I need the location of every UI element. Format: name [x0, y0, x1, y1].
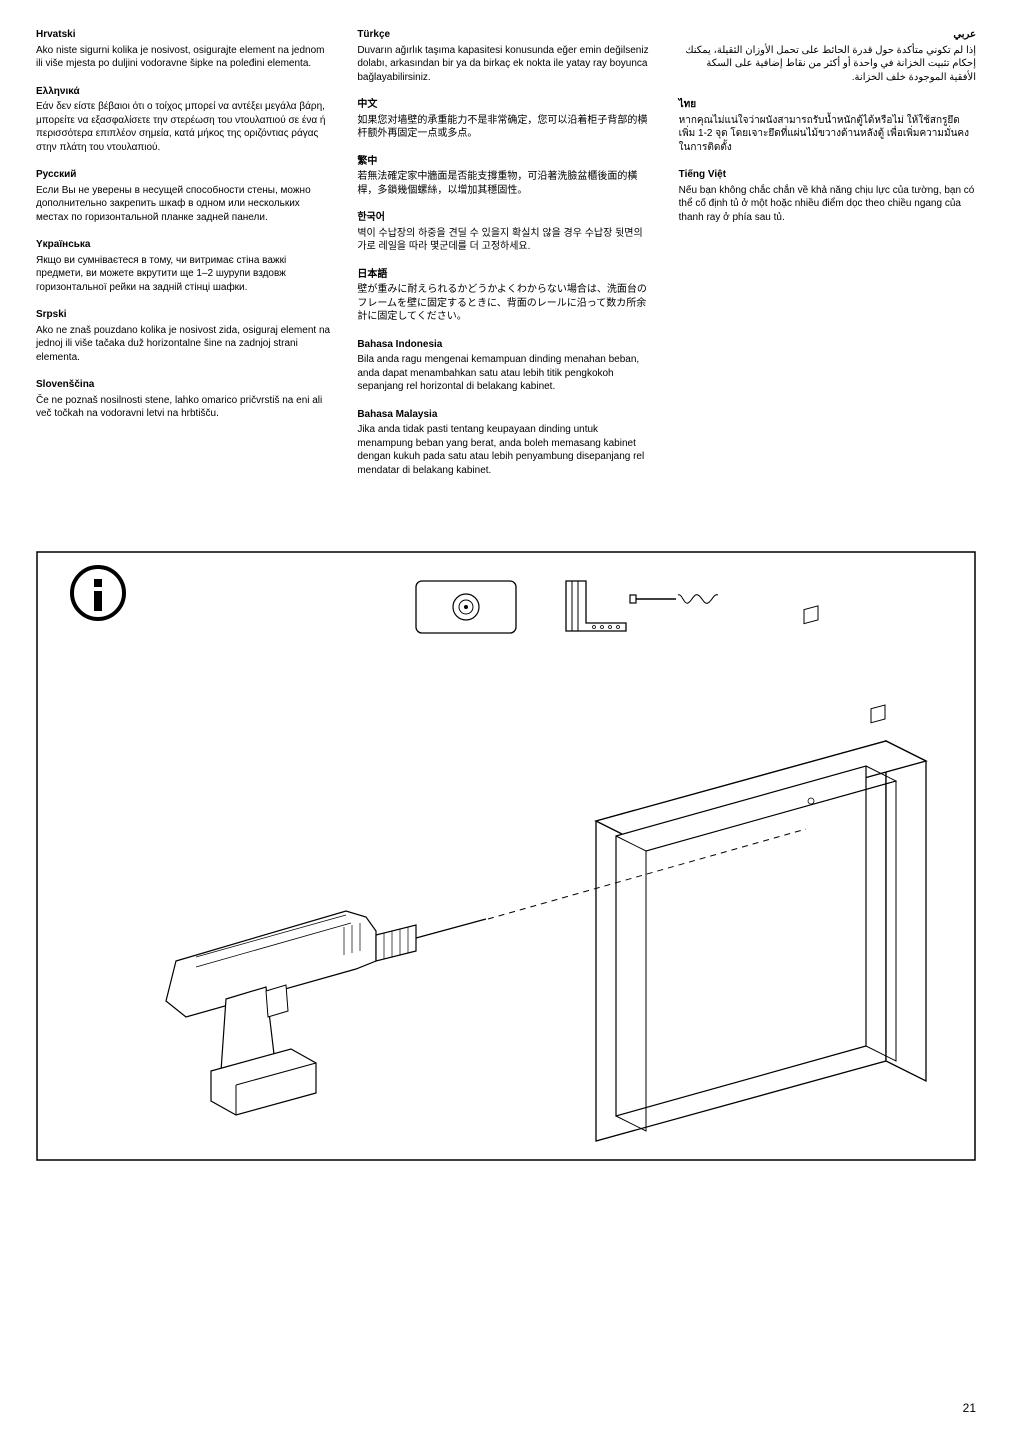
column-3: عربي إذا لم تكوني متأكدة حول قدرة الحائط …	[679, 28, 976, 491]
lang-heading: Türkçe	[357, 28, 654, 42]
page-number: 21	[963, 1400, 976, 1416]
section-Русский: Русский Если Вы не уверены в несущей спос…	[36, 168, 333, 224]
lang-heading: Ελληνικά	[36, 85, 333, 99]
column-1: Hrvatski Ako niste sigurni kolika je nosi…	[36, 28, 333, 491]
lang-heading: Bahasa Indonesia	[357, 338, 654, 352]
lang-heading: 繁中	[357, 155, 654, 169]
lang-heading: ไทย	[679, 98, 976, 112]
lang-heading: Tiếng Việt	[679, 168, 976, 182]
lang-text: 벽이 수납장의 하중을 견딜 수 있을지 확실치 않을 경우 수납장 뒷면의 가…	[357, 227, 654, 254]
section-Tiếng Việt: Tiếng Việt Nếu bạn không chắc chắn về khả…	[679, 168, 976, 224]
lang-heading: 中文	[357, 98, 654, 112]
lang-text: หากคุณไม่แน่ใจว่าผนังสามารถรับน้ำหนักตู้…	[679, 114, 976, 155]
column-2: Türkçe Duvarın ağırlık taşıma kapasitesi …	[357, 28, 654, 491]
lang-text: 若無法確定家中牆面是否能支撐重物，可沿著洗臉盆櫃後面的橫桿，多鎖幾個螺絲，以增加…	[357, 170, 654, 197]
lang-heading: Srpski	[36, 308, 333, 322]
lang-text: Εάν δεν είστε βέβαιοι ότι ο τοίχος μπορε…	[36, 100, 333, 154]
lang-text: Če ne poznaš nosilnosti stene, lahko oma…	[36, 394, 333, 421]
lang-text: Duvarın ağırlık taşıma kapasitesi konusu…	[357, 44, 654, 85]
cabinet-diagram	[36, 551, 976, 1161]
lang-text: Bila anda ragu mengenai kemampuan dindin…	[357, 353, 654, 394]
text-columns: Hrvatski Ako niste sigurni kolika je nosi…	[36, 28, 976, 491]
section-Türkçe: Türkçe Duvarın ağırlık taşıma kapasitesi …	[357, 28, 654, 84]
section-Srpski: Srpski Ako ne znaš pouzdano kolika je nos…	[36, 308, 333, 364]
lang-text: Если Вы не уверены в несущей способности…	[36, 184, 333, 225]
section-Hrvatski: Hrvatski Ako niste sigurni kolika je nosi…	[36, 28, 333, 71]
section-Yкраїнська: Yкраїнська Якщо ви сумніваєтеся в тому, ч…	[36, 238, 333, 294]
section-Slovenščina: Slovenščina Če ne poznaš nosilnosti stene…	[36, 378, 333, 421]
section-Ελληνικά: ΕλληνικάΕάν δεν είστε βέβαιοι ότι ο τοίχ…	[36, 85, 333, 155]
section-Bahasa Indonesia: Bahasa IndonesiaBila anda ragu mengenai …	[357, 338, 654, 394]
lang-text: Якщо ви сумніваєтеся в тому, чи витримає…	[36, 254, 333, 295]
lang-text: 壁が重みに耐えられるかどうかよくわからない場合は、洗面台のフレームを壁に固定する…	[357, 283, 654, 324]
lang-heading: عربي	[679, 28, 976, 42]
lang-text: Jika anda tidak pasti tentang keupayaan …	[357, 423, 654, 477]
section-عربي: عربي إذا لم تكوني متأكدة حول قدرة الحائط …	[679, 28, 976, 84]
lang-heading: Yкраїнська	[36, 238, 333, 252]
lang-heading: Slovenščina	[36, 378, 333, 392]
lang-text: إذا لم تكوني متأكدة حول قدرة الحائط على …	[679, 44, 976, 85]
section-ไทย: ไทยหากคุณไม่แน่ใจว่าผนังสามารถรับน้ำหนัก…	[679, 98, 976, 154]
section-日本語: 日本語壁が重みに耐えられるかどうかよくわからない場合は、洗面台のフレームを壁に固…	[357, 268, 654, 324]
section-한국어: 한국어벽이 수납장의 하중을 견딜 수 있을지 확실치 않을 경우 수납장 뒷면…	[357, 211, 654, 254]
lang-heading: 日本語	[357, 268, 654, 282]
diagram-container	[36, 551, 976, 1166]
lang-heading: Bahasa Malaysia	[357, 408, 654, 422]
lang-text: Ako ne znaš pouzdano kolika je nosivost …	[36, 324, 333, 365]
section-中文: 中文如果您对墙壁的承重能力不是非常确定，您可以沿着柜子背部的横杆额外再固定一点或…	[357, 98, 654, 141]
section-Bahasa Malaysia: Bahasa MalaysiaJika anda tidak pasti ten…	[357, 408, 654, 478]
lang-heading: Hrvatski	[36, 28, 333, 42]
section-繁中: 繁中若無法確定家中牆面是否能支撐重物，可沿著洗臉盆櫃後面的橫桿，多鎖幾個螺絲，以…	[357, 155, 654, 198]
lang-text: Ako niste sigurni kolika je nosivost, os…	[36, 44, 333, 71]
lang-heading: Русский	[36, 168, 333, 182]
lang-heading: 한국어	[357, 211, 654, 225]
lang-text: 如果您对墙壁的承重能力不是非常确定，您可以沿着柜子背部的横杆额外再固定一点或多点…	[357, 114, 654, 141]
lang-text: Nếu bạn không chắc chắn về khả năng chịu…	[679, 184, 976, 225]
